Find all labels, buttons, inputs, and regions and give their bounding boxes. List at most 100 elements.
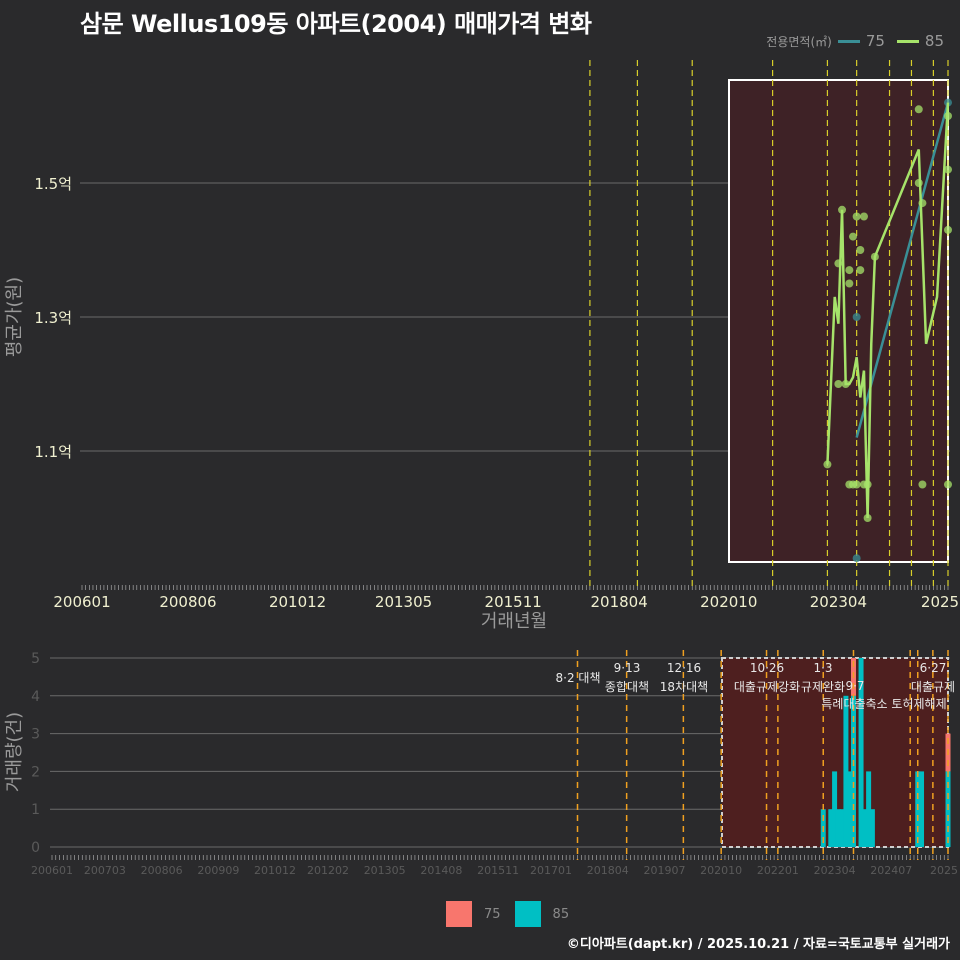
- bottom-legend-swatch-75: [446, 901, 472, 927]
- y-tick-label: 2: [31, 764, 40, 780]
- legend-swatch-75: [837, 39, 860, 43]
- x-tick-label: 201804: [587, 864, 629, 877]
- bar-85: [828, 809, 834, 847]
- x-tick-label: 202010: [700, 864, 742, 877]
- data-point: [845, 279, 854, 288]
- y-tick-label: 1: [31, 802, 40, 818]
- x-tick-label: 201012: [269, 593, 326, 611]
- x-tick-label: 202201: [757, 864, 799, 877]
- data-point: [845, 266, 854, 275]
- x-tick-label: 201907: [643, 864, 685, 877]
- y-tick-label: 5: [31, 651, 40, 667]
- legend-label-75: 75: [865, 32, 885, 50]
- bottom-legend: 75 85: [446, 901, 573, 927]
- bar-85: [858, 658, 864, 847]
- series-line-85: [826, 102, 950, 519]
- policy-annotation: 종합대책: [605, 679, 649, 694]
- x-tick-label: 201305: [375, 593, 432, 611]
- y-tick-label: 3: [31, 727, 40, 743]
- x-tick-label: 201511: [485, 593, 542, 611]
- x-tick-label: 200601: [53, 593, 110, 611]
- series-line-75: [855, 102, 950, 438]
- legend-title: 전용면적(㎡): [766, 34, 832, 49]
- data-point: [914, 179, 923, 187]
- y-axis-title: 평균가(원): [4, 277, 25, 357]
- data-point: [823, 460, 832, 469]
- legend-swatch-85: [896, 39, 919, 43]
- price-chart: 1.1억 1.3억 1.5억 200601 200806 201012 201305 2015…: [4, 60, 959, 632]
- policy-annotation: 10·26: [750, 661, 784, 675]
- bottom-legend-label-75: 75: [484, 906, 501, 922]
- bottom-legend-label-85: 85: [552, 906, 570, 922]
- x-tick-label: 202010: [700, 593, 757, 611]
- x-tick-label: 201701: [530, 864, 572, 877]
- x-tick-label: 201305: [364, 864, 406, 877]
- x-tick-label: 200601: [31, 864, 73, 877]
- x-tick-label: 201408: [420, 864, 462, 877]
- x-tick-label: 201012: [254, 864, 296, 877]
- x-tick-label: 2025: [921, 593, 959, 611]
- bottom-legend-item-85: 85: [514, 901, 570, 927]
- data-point: [834, 380, 843, 388]
- policy-annotation: 12·16: [667, 661, 701, 675]
- x-tick-label: 200909: [197, 864, 239, 877]
- x-tick-label: 202407: [870, 864, 912, 877]
- y-tick-label: 1.3억: [34, 309, 72, 327]
- policy-annotation: 규제완화: [801, 680, 845, 694]
- policy-annotation: 대출규제: [911, 680, 955, 694]
- data-point: [918, 199, 927, 208]
- data-point: [863, 514, 872, 522]
- data-point: [841, 380, 850, 388]
- chart-title: 삼문 Wellus109동 아파트(2004) 매매가격 변화: [80, 10, 592, 38]
- legend-label-85: 85: [924, 32, 944, 50]
- data-point: [852, 480, 861, 489]
- bar-85: [839, 809, 845, 847]
- policy-annotation: 6·27: [920, 661, 947, 675]
- x-tick-label: 200806: [159, 593, 216, 611]
- x-tick-label: 200703: [84, 864, 126, 877]
- y-tick-label: 1.5억: [34, 175, 72, 193]
- data-point: [834, 259, 843, 268]
- legend-top: 전용면적(㎡) 75 85: [766, 32, 950, 50]
- data-point: [863, 480, 872, 489]
- bar-85: [847, 771, 853, 847]
- bar-85: [862, 809, 868, 847]
- data-point: [852, 554, 861, 563]
- x-tick-label: 2025: [930, 864, 958, 877]
- policy-annotation: 9·7: [845, 679, 864, 693]
- data-point: [870, 252, 879, 261]
- policy-annotation: 8·2 대책: [556, 670, 601, 685]
- bar-85: [843, 695, 849, 847]
- footer-credit: ©디아파트(dapt.kr) / 2025.10.21 / 자료=국토교통부 실…: [566, 937, 950, 952]
- data-point: [856, 266, 865, 275]
- data-point: [944, 165, 952, 174]
- volume-chart: 0 1 2 3 4 5 8·2 대책 9·13 종합대책 12·16 18차대책 10·26 대출규제강…: [4, 650, 958, 877]
- data-point: [838, 205, 847, 214]
- bar-85: [835, 809, 841, 847]
- x-axis-title: 거래년월: [481, 611, 547, 632]
- data-point: [859, 212, 868, 221]
- policy-annotation: 특례대출축소 토허제해제: [821, 697, 946, 711]
- data-point: [944, 225, 952, 234]
- data-point: [944, 112, 952, 120]
- y-tick-label: 4: [31, 689, 40, 705]
- y-tick-label: 0: [31, 840, 40, 856]
- data-point: [918, 480, 927, 489]
- bottom-legend-item-75: 75: [446, 901, 501, 927]
- x-tick-label: 201202: [307, 864, 349, 877]
- bottom-legend-swatch-85: [514, 901, 541, 927]
- bar-85: [869, 809, 875, 847]
- bar-85: [919, 771, 925, 847]
- data-point: [856, 246, 865, 254]
- x-tick-label: 202304: [810, 593, 867, 611]
- x-tick-label: 200806: [141, 864, 183, 877]
- policy-annotation: 18차대책: [660, 679, 708, 694]
- data-point: [914, 105, 923, 114]
- bar-85: [832, 771, 838, 847]
- data-point: [852, 313, 861, 321]
- y-axis-title: 거래량(건): [4, 712, 25, 792]
- data-point: [848, 232, 857, 241]
- x-tick-label: 202304: [814, 864, 856, 877]
- policy-annotation: 9·13: [614, 661, 641, 675]
- x-tick-label: 201804: [591, 593, 648, 611]
